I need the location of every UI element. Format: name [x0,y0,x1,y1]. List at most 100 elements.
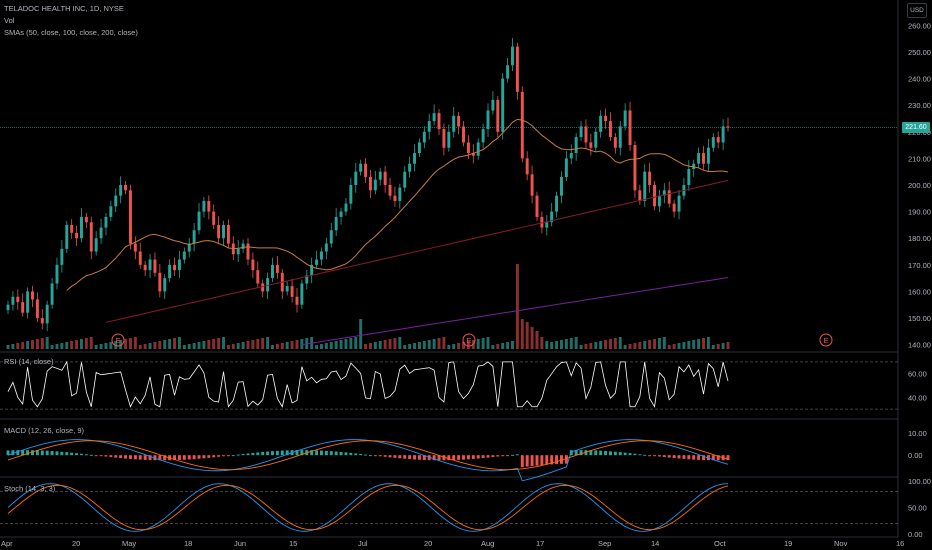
candle-body [466,142,470,154]
candle-body [148,259,152,271]
volume-bar [99,344,103,349]
volume-bar [128,338,132,349]
volume-bar [300,339,304,349]
volume-bar [633,343,637,349]
candle-body [158,272,162,292]
volume-bar [153,342,157,349]
macd-histogram-bar [643,454,647,456]
volume-bar [584,344,588,349]
macd-histogram-bar [403,455,407,459]
candle-body [354,171,358,185]
macd-histogram-bar [99,455,103,457]
macd-tick-label: 0.00 [908,451,923,460]
candle-body [677,195,681,212]
volume-bar [628,344,632,349]
volume-bar [672,344,676,349]
macd-histogram-bar [511,454,514,456]
volume-bar [427,340,431,349]
candle-body [702,153,705,164]
macd-histogram-bar [26,450,30,456]
candle-body [457,115,461,127]
macd-histogram-bar [80,453,83,456]
volume-bar [525,322,529,349]
volume-bar [119,340,123,349]
volume-bar [653,339,656,349]
volume-bar [398,337,402,349]
candle-body [124,185,128,191]
macd-histogram-bar [633,453,637,456]
macd-histogram-bar [104,455,108,457]
macd-histogram-bar [466,455,470,460]
volume-bar [280,343,284,349]
volume-bar [530,327,534,349]
price-tick-label: 210.00 [908,154,931,163]
volume-bar [364,344,368,349]
macd-histogram-bar [702,455,705,461]
candle-body [31,291,34,300]
volume-bar [540,337,544,349]
candle-body [378,171,382,180]
candle-body [45,304,49,324]
candle-body [599,115,603,132]
candle-body [623,110,627,127]
candle-body [579,126,583,138]
candle-body [84,216,88,223]
volume-bar [716,344,720,349]
volume-bar [432,339,436,349]
macd-histogram-bar [476,455,480,459]
candle-body [496,99,500,132]
price-tick-label: 140.00 [908,341,931,350]
macd-histogram-bar [648,455,652,457]
candle-body [320,251,323,260]
volume-bar [564,339,568,349]
volume-bar [692,340,696,349]
currency-button[interactable]: USD [907,3,927,18]
macd-tick-label: 10.00 [908,429,927,438]
volume-bar [452,344,456,349]
candle-body [80,216,83,239]
macd-histogram-bar [506,455,510,457]
macd-histogram-bar [124,455,128,459]
volume-bar [334,341,338,349]
macd-histogram-bar [182,455,186,460]
candle-body [202,200,206,212]
macd-histogram-bar [574,450,578,456]
candle-body [290,286,294,297]
candle-body [251,259,255,271]
macd-line [7,439,729,482]
volume-bar [84,338,88,349]
candle-body [432,113,436,122]
macd-histogram-bar [628,453,632,456]
candle-body [427,121,431,132]
macd-histogram-bar [393,455,397,458]
macd-histogram-bar [638,454,642,456]
volume-bar [466,341,470,349]
candle-body [697,153,701,164]
candle-body [452,115,456,132]
macd-histogram-bar [339,451,343,456]
candle-body [50,283,54,305]
candle-body [550,211,554,223]
candle-body [119,185,123,196]
volume-bar [266,337,270,349]
volume-bar [657,338,661,349]
price-tick-label: 170.00 [908,261,931,270]
candle-body [413,153,416,164]
volume-bar [608,339,612,349]
macd-histogram-bar [672,455,676,459]
macd-histogram-bar [584,450,588,456]
volume-bar [173,338,176,349]
candle-body [109,206,113,217]
earnings-marker-label: E [824,336,829,345]
candle-body [535,195,539,217]
volume-bar [70,341,74,349]
candle-body [315,259,319,265]
candle-body [114,195,118,207]
macd-histogram-bar [599,450,603,456]
volume-bar [383,340,387,349]
candle-body [6,304,10,311]
volume-bar [623,345,627,349]
volume-bar [378,341,382,349]
macd-histogram-bar [324,450,328,456]
